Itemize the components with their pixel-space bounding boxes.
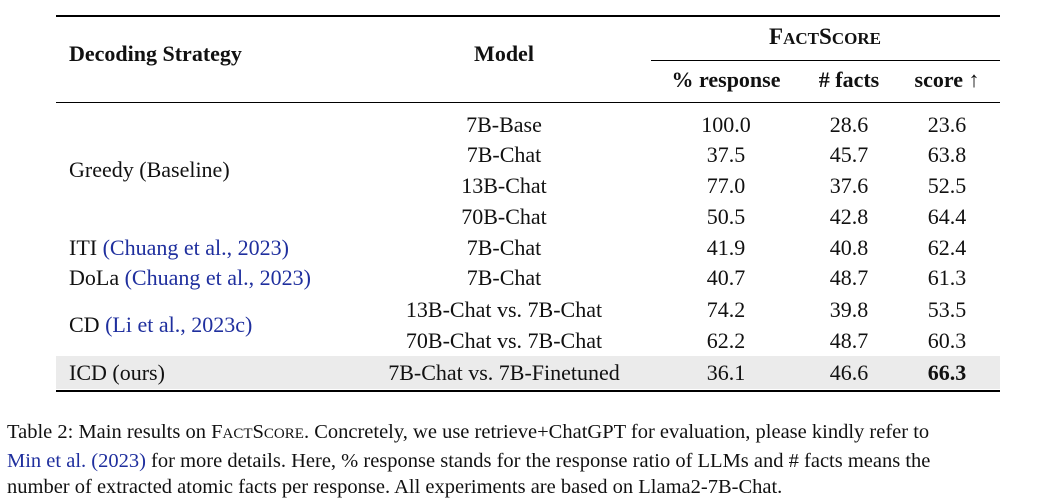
bottom-rule <box>56 390 1000 392</box>
row-model: 13B-Chat vs. 7B-Chat <box>405 297 603 322</box>
row-facts: 48.7 <box>829 328 869 353</box>
caption-citation-author[interactable]: Min et al. <box>7 449 87 472</box>
row-response: 40.7 <box>706 265 746 290</box>
row-response: 36.1 <box>706 360 746 385</box>
header-response: % response <box>671 67 781 92</box>
header-decoding-strategy: Decoding Strategy <box>69 41 242 66</box>
top-rule <box>56 15 1000 17</box>
row-response: 74.2 <box>706 297 746 322</box>
row-facts: 37.6 <box>829 173 869 198</box>
factscore-underline <box>651 60 1000 61</box>
header-score: score ↑ <box>914 67 980 92</box>
row-facts: 48.7 <box>829 265 869 290</box>
caption-text: number of extracted atomic facts per res… <box>7 476 783 498</box>
row-model: 70B-Chat <box>461 204 547 229</box>
strategy-dola-citation[interactable]: (Chuang et al., 2023) <box>124 265 311 290</box>
caption-text: . Concretely, we use retrieve+ChatGPT fo… <box>303 421 930 443</box>
row-score: 53.5 <box>927 297 967 322</box>
header-rule <box>56 102 1000 103</box>
row-score: 64.4 <box>927 204 967 229</box>
strategy-dola-name: DoLa <box>69 265 120 290</box>
caption-text: for more details. Here, % response stand… <box>151 449 931 472</box>
row-score: 23.6 <box>927 112 967 137</box>
strategy-iti-name: ITI <box>69 235 98 260</box>
row-score-best: 66.3 <box>927 360 967 385</box>
row-score: 52.5 <box>927 173 967 198</box>
header-facts: # facts <box>818 67 880 92</box>
row-score: 61.3 <box>927 265 967 290</box>
row-response: 77.0 <box>706 173 746 198</box>
row-model: 7B-Chat <box>466 265 542 290</box>
strategy-dola: DoLa (Chuang et al., 2023) <box>69 265 311 291</box>
row-facts: 46.6 <box>829 360 869 385</box>
row-response: 37.5 <box>706 142 746 167</box>
row-facts: 28.6 <box>829 112 869 137</box>
row-facts: 42.8 <box>829 204 869 229</box>
row-response: 50.5 <box>706 204 746 229</box>
row-response: 100.0 <box>701 112 751 137</box>
row-score: 62.4 <box>927 235 967 260</box>
caption-label: Table 2: <box>7 421 74 443</box>
strategy-greedy: Greedy (Baseline) <box>69 157 230 182</box>
row-facts: 39.8 <box>829 297 869 322</box>
row-facts: 40.8 <box>829 235 869 260</box>
strategy-cd: CD (Li et al., 2023c) <box>69 312 252 338</box>
caption-text: Main results on <box>78 421 206 443</box>
caption-factscore: FACTSCORE <box>211 421 304 443</box>
row-score: 63.8 <box>927 142 967 167</box>
row-model: 13B-Chat <box>461 173 547 198</box>
caption-citation-year[interactable]: (2023) <box>91 449 146 472</box>
strategy-iti: ITI (Chuang et al., 2023) <box>69 235 289 261</box>
row-model: 7B-Base <box>466 112 542 137</box>
row-response: 41.9 <box>706 235 746 260</box>
table-caption: Table 2: Main results on FACTSCORE. Conc… <box>7 419 1052 501</box>
header-factscore: FACTSCORE <box>769 24 881 49</box>
strategy-cd-name: CD <box>69 312 100 337</box>
strategy-cd-citation[interactable]: (Li et al., 2023c) <box>105 312 253 337</box>
row-model: 7B-Chat vs. 7B-Finetuned <box>388 360 620 385</box>
strategy-icd: ICD (ours) <box>69 360 165 385</box>
row-score: 60.3 <box>927 328 967 353</box>
header-model: Model <box>474 41 534 66</box>
row-model: 70B-Chat vs. 7B-Chat <box>405 328 603 353</box>
row-model: 7B-Chat <box>466 142 542 167</box>
ours-row-highlight <box>56 356 1000 389</box>
row-response: 62.2 <box>706 328 746 353</box>
row-facts: 45.7 <box>829 142 869 167</box>
strategy-iti-citation[interactable]: (Chuang et al., 2023) <box>102 235 289 260</box>
row-model: 7B-Chat <box>466 235 542 260</box>
